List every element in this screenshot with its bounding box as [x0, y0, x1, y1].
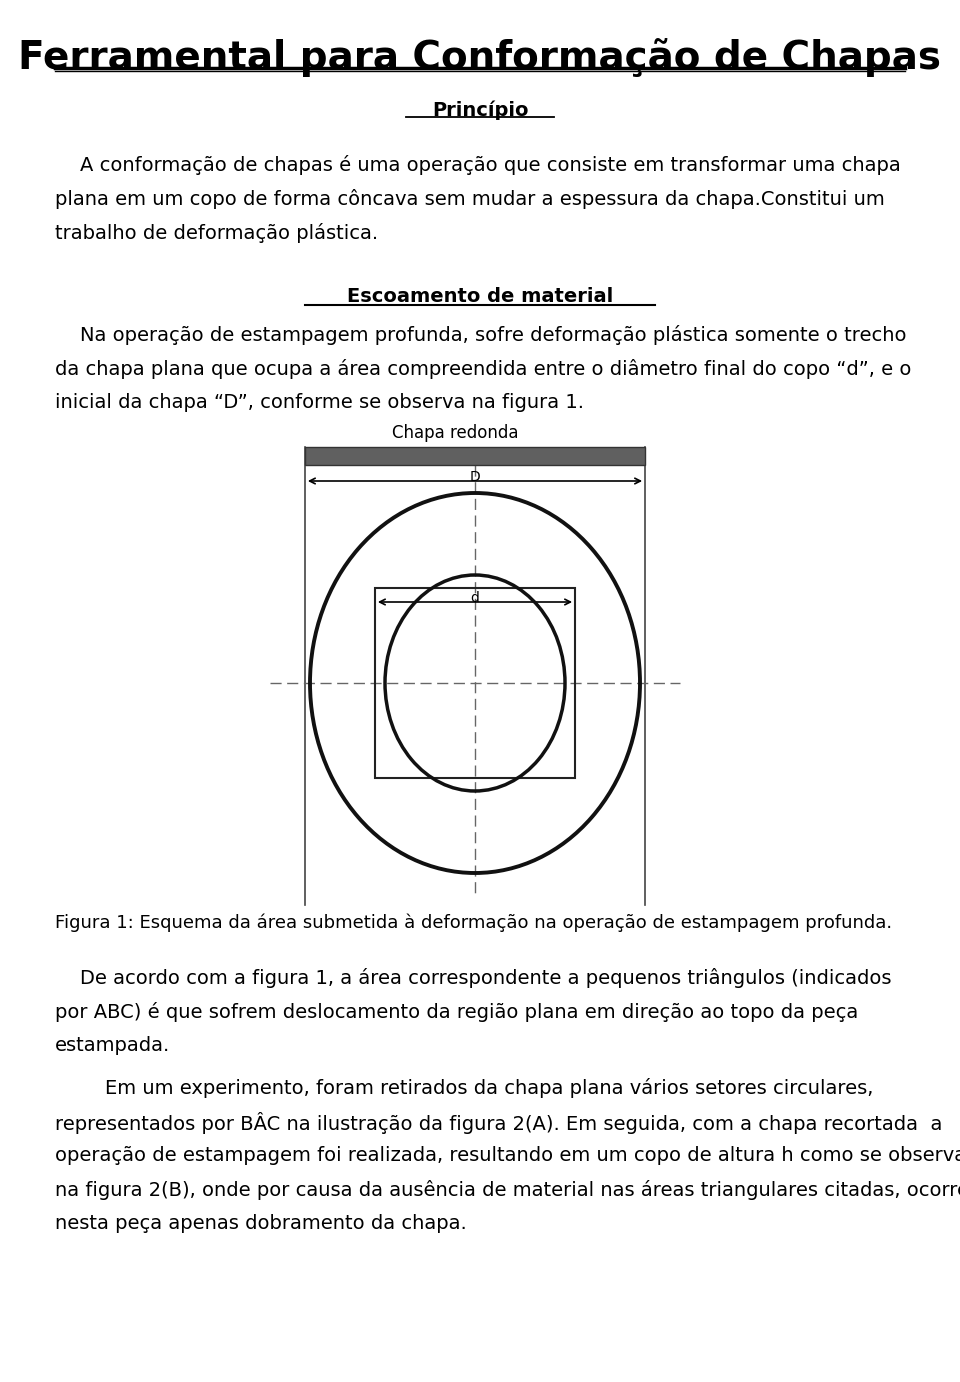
- Text: plana em um copo de forma côncava sem mudar a espessura da chapa.Constitui um: plana em um copo de forma côncava sem mu…: [55, 189, 885, 209]
- Text: da chapa plana que ocupa a área compreendida entre o diâmetro final do copo “d”,: da chapa plana que ocupa a área compreen…: [55, 359, 911, 379]
- Text: inicial da chapa “D”, conforme se observa na figura 1.: inicial da chapa “D”, conforme se observ…: [55, 392, 584, 412]
- Bar: [375, 587, 575, 778]
- Text: Escoamento de material: Escoamento de material: [347, 287, 613, 305]
- Bar: [305, 446, 645, 464]
- Text: Na operação de estampagem profunda, sofre deformação plástica somente o trecho: Na operação de estampagem profunda, sofr…: [55, 325, 906, 346]
- Text: operação de estampagem foi realizada, resultando em um copo de altura h como se : operação de estampagem foi realizada, re…: [55, 1146, 960, 1165]
- Text: De acordo com a figura 1, a área correspondente a pequenos triângulos (indicados: De acordo com a figura 1, a área corresp…: [55, 967, 892, 988]
- Text: representados por BÂC na ilustração da figura 2(A). Em seguida, com a chapa reco: representados por BÂC na ilustração da f…: [55, 1113, 943, 1135]
- Text: D: D: [469, 470, 480, 484]
- Text: Em um experimento, foram retirados da chapa plana vários setores circulares,: Em um experimento, foram retirados da ch…: [55, 1078, 874, 1099]
- Text: trabalho de deformação plástica.: trabalho de deformação plástica.: [55, 223, 378, 243]
- Text: d: d: [470, 591, 479, 605]
- Text: Princípio: Princípio: [432, 100, 528, 119]
- Text: Figura 1: Esquema da área submetida à deformação na operação de estampagem profu: Figura 1: Esquema da área submetida à de…: [55, 914, 892, 931]
- Text: estampada.: estampada.: [55, 1036, 170, 1054]
- Text: por ABC) é que sofrem deslocamento da região plana em direção ao topo da peça: por ABC) é que sofrem deslocamento da re…: [55, 1002, 858, 1023]
- Text: Chapa redonda: Chapa redonda: [392, 424, 518, 442]
- Text: Ferramental para Conformação de Chapas: Ferramental para Conformação de Chapas: [18, 37, 942, 77]
- Text: na figura 2(B), onde por causa da ausência de material nas áreas triangulares ci: na figura 2(B), onde por causa da ausênc…: [55, 1180, 960, 1200]
- Text: A conformação de chapas é uma operação que consiste em transformar uma chapa: A conformação de chapas é uma operação q…: [55, 155, 900, 176]
- Text: nesta peça apenas dobramento da chapa.: nesta peça apenas dobramento da chapa.: [55, 1213, 467, 1233]
